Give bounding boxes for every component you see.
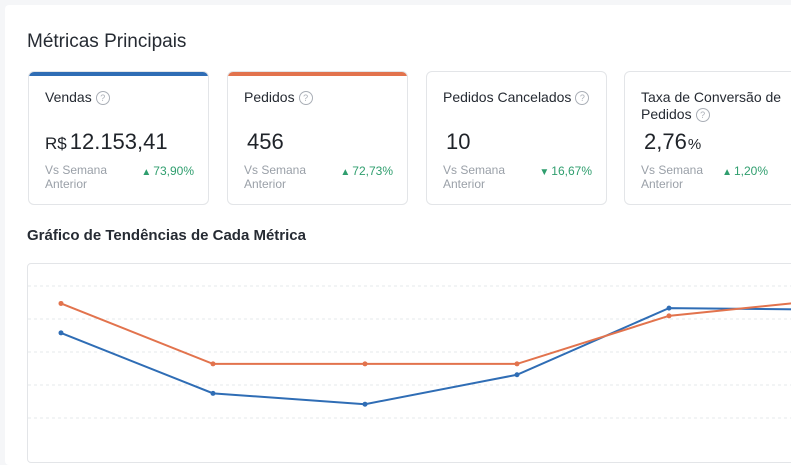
card-value: 2,76% <box>644 129 702 154</box>
currency-prefix: R$ <box>45 134 67 153</box>
card-title: Pedidos? <box>244 89 397 106</box>
series-0-point[interactable] <box>514 372 520 378</box>
card-compare-label: Vs Semana Anterior <box>244 163 307 191</box>
series-1-point[interactable] <box>666 313 672 319</box>
card-value: 456 <box>247 129 284 154</box>
metric-card-cancelled-orders[interactable]: Pedidos Cancelados? 10 Vs Semana Anterio… <box>426 71 607 205</box>
series-1-point[interactable] <box>210 361 216 367</box>
card-compare-label: Vs Semana Anterior <box>45 163 108 191</box>
series-line-0 <box>60 307 791 406</box>
series-1-point[interactable] <box>514 361 520 367</box>
question-circle-icon[interactable]: ? <box>95 91 110 105</box>
trend-chart-svg <box>28 285 791 419</box>
question-circle-icon[interactable]: ? <box>695 108 710 122</box>
series-1-point[interactable] <box>58 300 64 306</box>
series-0-point[interactable] <box>58 330 64 336</box>
series-0-point[interactable] <box>210 390 216 396</box>
triangle-down-icon: ▼ <box>539 167 550 178</box>
triangle-up-icon: ▲ <box>722 167 732 178</box>
card-change: ▲ 72,73% <box>340 164 393 178</box>
card-change: ▼ 16,67% <box>539 164 592 178</box>
card-accent-bar <box>228 72 407 76</box>
trend-chart <box>27 263 791 463</box>
card-accent-bar <box>29 72 208 76</box>
series-1-point[interactable] <box>362 361 368 367</box>
card-title: Taxa de Conversão de Pedidos? <box>641 89 782 122</box>
card-value: R$ 12.153,41 <box>45 129 168 154</box>
chart-title: Gráfico de Tendências de Cada Métrica <box>27 227 306 244</box>
series-line-1 <box>60 302 791 365</box>
question-circle-icon[interactable]: ? <box>575 91 590 105</box>
triangle-up-icon: ▲ <box>340 167 351 178</box>
triangle-up-icon: ▲ <box>141 167 152 178</box>
metric-card-conversion-rate[interactable]: Taxa de Conversão de Pedidos? 2,76% Vs S… <box>624 71 791 205</box>
card-compare-label: Vs Semana Anterior <box>443 163 506 191</box>
card-value: 10 <box>446 129 471 154</box>
question-circle-icon[interactable]: ? <box>298 91 313 105</box>
card-title: Pedidos Cancelados? <box>443 89 596 106</box>
series-0-point[interactable] <box>666 305 672 311</box>
card-title: Vendas? <box>45 89 198 106</box>
card-compare-label: Vs Semana Anterior <box>641 163 704 191</box>
metric-card-sales[interactable]: Vendas? R$ 12.153,41 Vs Semana Anterior ▲… <box>28 71 209 205</box>
card-change: ▲ 73,90% <box>141 164 194 178</box>
metric-card-orders[interactable]: Pedidos? 456 Vs Semana Anterior ▲ 72,73% <box>227 71 408 205</box>
series-0-point[interactable] <box>362 401 368 407</box>
card-change: ▲ 1,20% <box>722 164 768 178</box>
section-title: Métricas Principais <box>27 31 187 52</box>
